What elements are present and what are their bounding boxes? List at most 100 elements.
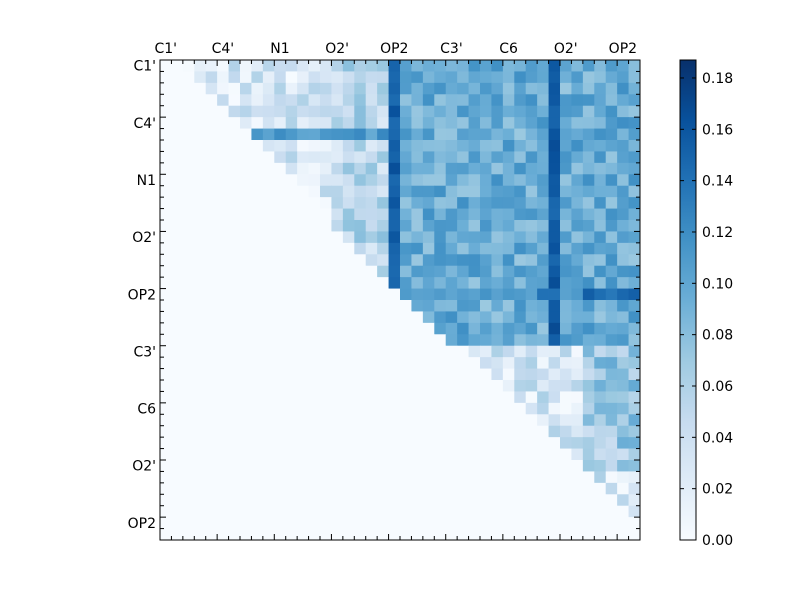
heatmap-cell [548,242,561,255]
heatmap-cell [422,402,435,415]
heatmap-cell [297,300,309,312]
heatmap-cell [285,334,298,347]
heatmap-cell [240,505,252,518]
heatmap-cell [274,528,287,541]
heatmap-cell [228,140,241,152]
heatmap-cell [594,82,607,95]
heatmap-cell [400,151,412,164]
heatmap-cell [205,265,218,278]
heatmap-cell [228,94,241,107]
heatmap-cell [297,380,309,392]
heatmap-cell [628,402,641,415]
heatmap-cell [354,368,367,381]
heatmap-cell [217,528,229,541]
heatmap-cell [331,357,344,369]
heatmap-cell [582,185,595,198]
heatmap-cell [205,345,218,358]
heatmap-cell [537,391,549,404]
heatmap-cell [194,265,207,278]
heatmap-cell [434,517,447,529]
heatmap-cell [388,311,401,324]
heatmap-cell [571,460,584,472]
heatmap-cell [594,94,607,107]
heatmap-cell [445,368,458,381]
heatmap-cell [354,162,367,175]
heatmap-cell [537,288,549,301]
heatmap-cell [251,140,264,152]
heatmap-cell [251,334,264,347]
heatmap-cell [331,151,344,164]
heatmap-cell [400,254,412,267]
heatmap-cell [537,368,549,381]
heatmap-cell [617,494,629,507]
heatmap-cell [377,425,389,438]
heatmap-cell [491,254,504,267]
heatmap-cell [331,322,344,335]
heatmap-cell [182,174,195,187]
heatmap-cell [354,231,367,244]
heatmap-cell [582,265,595,278]
heatmap-cell [377,105,389,118]
heatmap-cell [297,368,309,381]
heatmap-cell [365,60,378,72]
heatmap-cell [342,208,355,221]
heatmap-cell [434,414,447,427]
heatmap-cell [228,208,241,221]
heatmap-cell [525,391,538,404]
heatmap-cell [205,117,218,129]
heatmap-cell [274,322,287,335]
heatmap-cell [285,517,298,529]
heatmap-cell [320,220,332,232]
heatmap-cell [434,60,447,72]
heatmap-cell [594,197,607,209]
heatmap-cell [400,368,412,381]
heatmap-cell [171,94,184,107]
heatmap-cell [571,528,584,541]
heatmap-cell [320,460,332,472]
heatmap-cell [514,334,527,347]
heatmap-cell [548,117,561,129]
heatmap-cell [388,117,401,129]
heatmap-cell [228,334,241,347]
heatmap-cell [594,265,607,278]
heatmap-cell [251,174,264,187]
heatmap-cell [514,254,527,267]
heatmap-cell [525,82,538,95]
heatmap-cell [422,288,435,301]
heatmap-cell [342,254,355,267]
heatmap-cell [274,380,287,392]
heatmap-cell [571,208,584,221]
heatmap-cell [308,460,321,472]
heatmap-cell [434,265,447,278]
heatmap-cell [377,71,389,84]
heatmap-cell [217,105,229,118]
heatmap-cell [491,174,504,187]
heatmap-cell [331,60,344,72]
heatmap-cell [628,288,641,301]
heatmap-cell [537,311,549,324]
heatmap-cell [205,460,218,472]
heatmap-cell [205,402,218,415]
heatmap-cell [320,174,332,187]
heatmap-cell [251,471,264,484]
heatmap-cell [365,528,378,541]
heatmap-cell [560,265,572,278]
heatmap-cell [171,242,184,255]
heatmap-cell [182,94,195,107]
heatmap-cell [160,151,172,164]
heatmap-cell [400,505,412,518]
heatmap-cell [480,242,492,255]
heatmap-cell [297,105,309,118]
heatmap-cell [285,277,298,289]
heatmap-cell [285,82,298,95]
heatmap-cell [228,517,241,529]
heatmap-cell [560,140,572,152]
minor-ticks [159,59,641,541]
heatmap-cell [514,117,527,129]
heatmap-cell [422,82,435,95]
heatmap-cell [617,460,629,472]
heatmap-cell [240,185,252,198]
heatmap-cell [388,357,401,369]
heatmap-cell [308,140,321,152]
heatmap-cell [251,528,264,541]
